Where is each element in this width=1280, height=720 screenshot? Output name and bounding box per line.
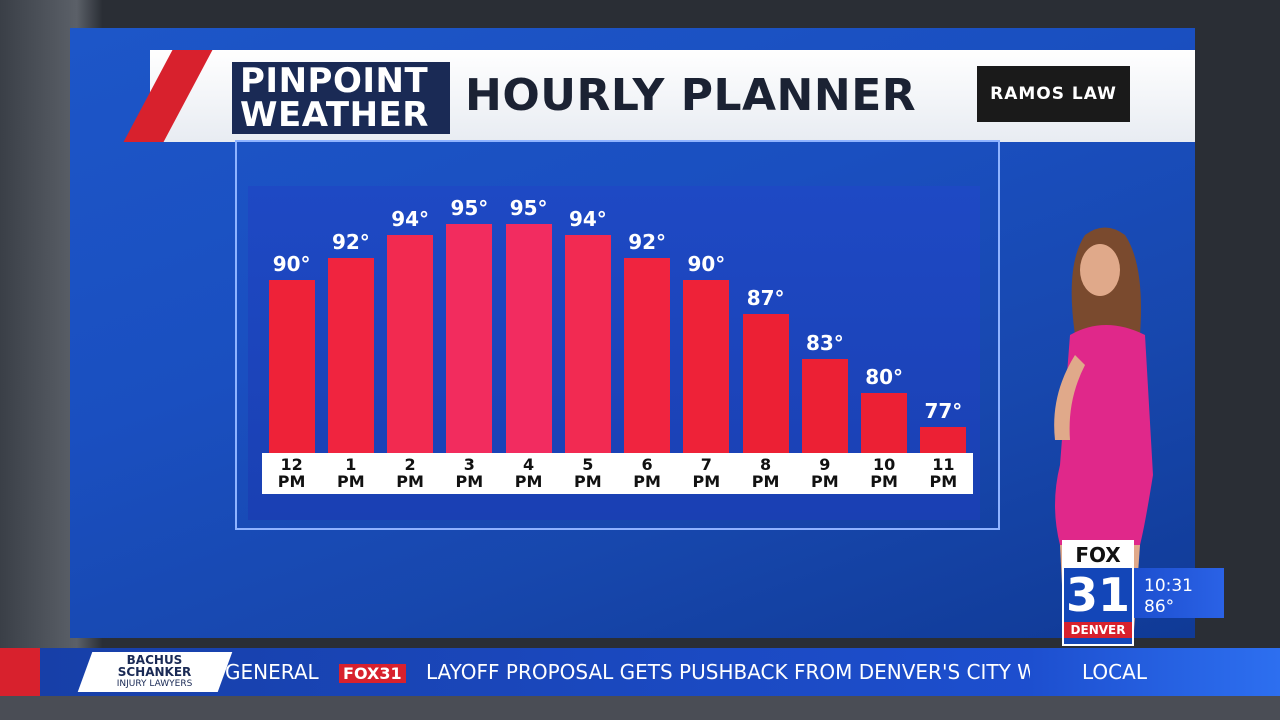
- bar: [268, 280, 315, 453]
- value-label: 94°: [391, 207, 430, 232]
- sponsor-line: SCHANKER: [117, 665, 192, 679]
- ticker-category: GENERAL: [225, 660, 319, 684]
- chart-frame: [235, 140, 1000, 530]
- value-label: 90°: [687, 252, 726, 277]
- x-tick-label: 6 PM: [633, 455, 661, 491]
- chart-title: HOURLY PLANNER: [465, 70, 917, 121]
- value-label: 95°: [509, 195, 548, 220]
- station-name: FOX: [1064, 542, 1132, 568]
- x-tick-label: 7 PM: [692, 455, 721, 491]
- bar: [505, 223, 552, 453]
- weather-logo: PINPOINT WEATHER: [232, 62, 450, 134]
- ticker-logo: FOX31: [339, 664, 406, 683]
- bar: [742, 314, 789, 453]
- value-label: 77°: [924, 399, 963, 424]
- x-tick-label: 9 PM: [811, 455, 839, 491]
- ticker-sponsor: BACHUS SCHANKER INJURY LAWYERS: [92, 654, 217, 690]
- x-tick-label: 11 PM: [929, 455, 958, 491]
- value-label: 83°: [805, 331, 844, 356]
- value-label: 80°: [865, 365, 904, 390]
- x-tick-label: 8 PM: [751, 455, 780, 491]
- logo-line: WEATHER: [240, 95, 429, 135]
- bar: [624, 257, 671, 453]
- bar: [564, 235, 611, 453]
- station-city: DENVER: [1064, 622, 1132, 638]
- bar: [801, 359, 848, 453]
- value-label: 87°: [746, 286, 785, 311]
- bar: [920, 427, 967, 453]
- value-label: 92°: [331, 229, 370, 254]
- x-tick-label: 12 PM: [277, 455, 306, 491]
- sponsor-line: BACHUS: [126, 653, 183, 667]
- x-tick-label: 10 PM: [870, 455, 898, 491]
- bar: [683, 280, 730, 453]
- station-number: 31: [1065, 568, 1130, 622]
- time: 10:31: [1144, 576, 1193, 596]
- x-tick-label: 4 PM: [514, 455, 543, 491]
- logo-line: PINPOINT: [240, 61, 429, 101]
- ticker-text: GENERAL FOX31 LAYOFF PROPOSAL GETS PUSHB…: [225, 648, 1045, 696]
- bar: [327, 257, 374, 453]
- sponsor-logo: RAMOS LAW: [977, 66, 1130, 122]
- current-temp: 86°: [1144, 597, 1175, 617]
- ticker-headline: LAYOFF PROPOSAL GETS PUSHBACK FROM DENVE…: [425, 660, 1045, 684]
- x-tick-label: 5 PM: [574, 455, 602, 491]
- x-tick-label: 3 PM: [455, 455, 484, 491]
- studio-floor: [0, 696, 1280, 720]
- ticker-section: LOCAL: [1030, 648, 1280, 696]
- time-temp: 10:31 86°: [1134, 568, 1224, 618]
- station-bug: FOX 31 DENVER: [1062, 540, 1134, 646]
- bar: [861, 393, 908, 453]
- bar: [446, 223, 493, 453]
- value-label: 92°: [628, 229, 667, 254]
- sponsor-line: INJURY LAWYERS: [116, 679, 193, 689]
- x-tick-label: 2 PM: [396, 455, 424, 491]
- bar: [387, 235, 434, 453]
- value-label: 94°: [568, 207, 607, 232]
- value-label: 95°: [450, 195, 489, 220]
- category-strip: [262, 453, 973, 494]
- value-label: 90°: [272, 252, 311, 277]
- x-tick-label: 1 PM: [337, 455, 365, 491]
